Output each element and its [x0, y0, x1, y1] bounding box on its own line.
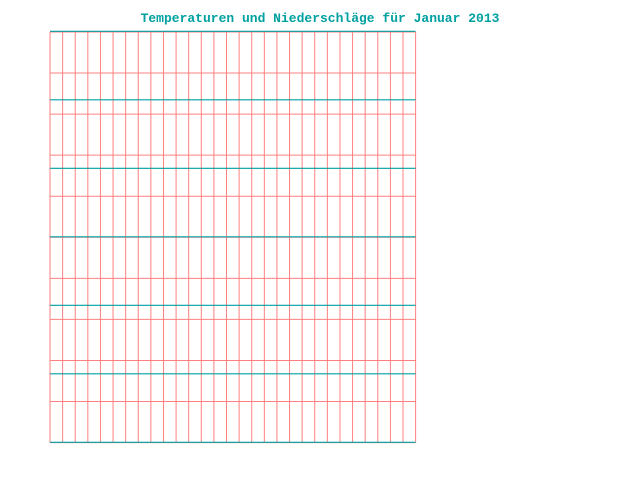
svg-text:Temperaturen und Niederschläge: Temperaturen und Niederschläge für Janua…	[141, 11, 500, 26]
